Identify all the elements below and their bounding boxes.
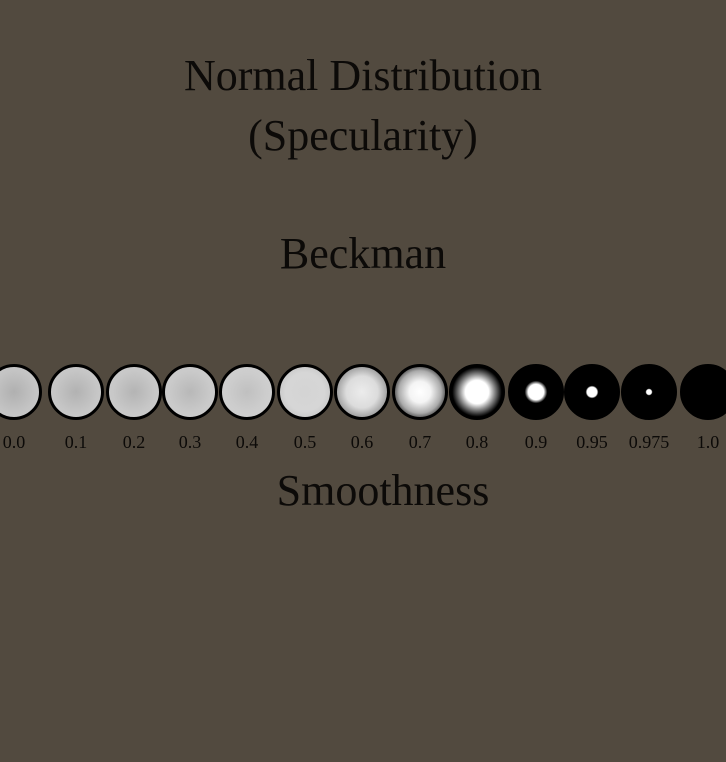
sphere-sample-0.2 xyxy=(106,364,162,420)
sphere-sample-0.9 xyxy=(508,364,564,420)
smoothness-label: 1.0 xyxy=(696,432,720,452)
smoothness-label: 0.0 xyxy=(2,432,26,452)
smoothness-label: 0.7 xyxy=(408,432,432,452)
smoothness-label: 0.6 xyxy=(350,432,374,452)
smoothness-label: 0.95 xyxy=(576,432,608,452)
sphere-sample-0.95 xyxy=(564,364,620,420)
title-line-2: (Specularity) xyxy=(248,111,478,160)
sphere-sample-0.8 xyxy=(449,364,505,420)
smoothness-label: 0.3 xyxy=(178,432,202,452)
sphere-sample-0.5 xyxy=(277,364,333,420)
smoothness-label: 0.2 xyxy=(122,432,146,452)
sphere-sample-0.7 xyxy=(392,364,448,420)
subtitle: Beckman xyxy=(279,229,447,278)
sphere-sample-1.0 xyxy=(680,364,726,420)
sphere-sample-0.3 xyxy=(162,364,218,420)
smoothness-label: 0.1 xyxy=(64,432,88,452)
smoothness-label: 0.8 xyxy=(465,432,489,452)
sphere-sample-0.6 xyxy=(334,364,390,420)
smoothness-label: 0.4 xyxy=(235,432,259,452)
sphere-sample-0.4 xyxy=(219,364,275,420)
smoothness-label: 0.5 xyxy=(293,432,317,452)
title-line-1: Normal Distribution xyxy=(183,51,543,100)
sphere-sample-0.0 xyxy=(0,364,42,420)
x-axis-label: Smoothness xyxy=(276,466,490,515)
sphere-sample-0.1 xyxy=(48,364,104,420)
sphere-sample-0.975 xyxy=(621,364,677,420)
smoothness-label: 0.9 xyxy=(524,432,548,452)
smoothness-label: 0.975 xyxy=(628,432,670,452)
